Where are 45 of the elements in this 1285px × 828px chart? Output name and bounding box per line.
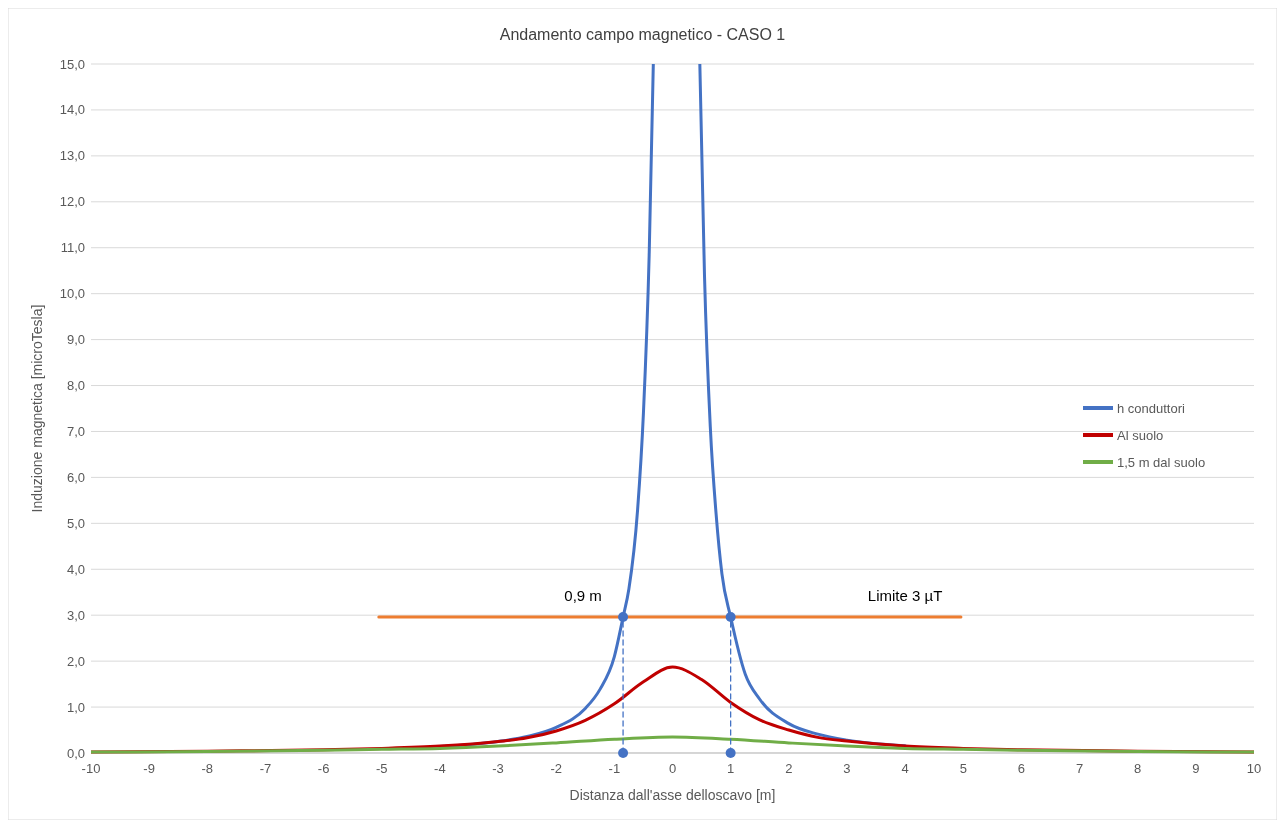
x-tick-label: 10 <box>1246 761 1262 776</box>
annotation: 0,9 m <box>564 587 602 605</box>
y-tick-label: 3,0 <box>66 607 85 623</box>
x-tick-label: 1 <box>727 761 735 776</box>
x-tick-label: -9 <box>143 761 155 776</box>
x-tick-label: 9 <box>1192 761 1200 776</box>
x-tick-label: 7 <box>1075 761 1084 776</box>
x-tick-label: -1 <box>608 761 621 776</box>
y-tick-label: 4,0 <box>66 561 85 577</box>
y-tick-label: 6,0 <box>66 469 85 485</box>
x-axis-title: Distanza dall'asse delloscavo [m] <box>569 787 776 803</box>
y-tick-label: 11,0 <box>60 240 85 256</box>
y-tick-label: 15,0 <box>59 56 85 72</box>
x-tick-label: -10 <box>81 761 101 776</box>
x-tick-label: 2 <box>785 761 793 776</box>
legend-label: h conduttori <box>1117 400 1186 416</box>
x-tick-label: 0 <box>668 761 677 776</box>
y-tick-label: 1,0 <box>66 699 85 715</box>
x-tick-label: -2 <box>550 761 562 776</box>
y-tick-label: 12,0 <box>59 194 85 210</box>
annotation: Limite 3 µT <box>867 587 943 605</box>
x-tick-label: 3 <box>843 761 851 776</box>
x-tick-label: -5 <box>375 761 388 776</box>
y-tick-label: 7,0 <box>66 424 85 440</box>
x-tick-label: -6 <box>317 761 330 776</box>
y-tick-label: 8,0 <box>66 378 85 394</box>
y-tick-label: 10,0 <box>59 286 85 302</box>
y-tick-label: 2,0 <box>66 653 85 669</box>
y-tick-label: 0,0 <box>66 745 85 761</box>
x-tick-label: 6 <box>1017 761 1026 776</box>
y-tick-label: 14,0 <box>59 102 85 118</box>
y-axis-title: Induzione magnetica [microTesla] <box>29 304 45 513</box>
legend-label: Al suolo <box>1117 427 1164 443</box>
legend-label: 1,5 m dal suolo <box>1117 454 1206 470</box>
x-tick-label: -3 <box>492 761 504 776</box>
x-tick-label: -8 <box>201 761 214 776</box>
x-tick-label: 4 <box>901 761 909 776</box>
y-tick-label: 5,0 <box>66 515 85 531</box>
chart-title: Andamento campo magnetico - CASO 1 <box>499 26 786 43</box>
y-tick-label: 13,0 <box>59 148 85 164</box>
x-tick-label: -4 <box>434 761 446 776</box>
y-tick-label: 9,0 <box>66 332 85 348</box>
x-tick-label: -7 <box>259 761 272 776</box>
x-tick-label: 8 <box>1134 761 1142 776</box>
x-tick-label: 5 <box>959 761 967 776</box>
